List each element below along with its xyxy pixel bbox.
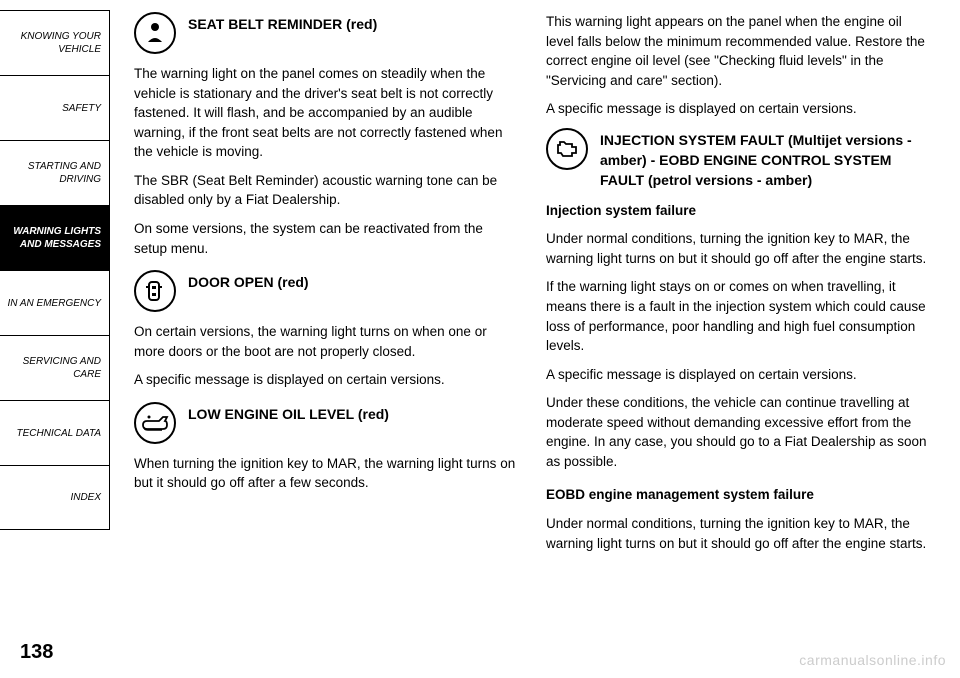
tab-warning-lights[interactable]: WARNING LIGHTS AND MESSAGES — [0, 205, 110, 270]
oil-title: LOW ENGINE OIL LEVEL (red) — [188, 402, 389, 424]
manual-page: KNOWING YOUR VEHICLE SAFETY STARTING AND… — [0, 0, 960, 678]
seatbelt-title: SEAT BELT REMINDER (red) — [188, 12, 377, 34]
injection-p5: Under normal conditions, turning the ign… — [546, 514, 930, 553]
door-section: DOOR OPEN (red) On certain versions, the… — [134, 270, 518, 390]
seatbelt-section: SEAT BELT REMINDER (red) The warning lig… — [134, 12, 518, 258]
watermark: carmanualsonline.info — [799, 652, 946, 668]
tab-starting-driving[interactable]: STARTING AND DRIVING — [0, 140, 110, 205]
tab-technical-data[interactable]: TECHNICAL DATA — [0, 400, 110, 465]
oil-cont-p2: A specific message is displayed on certa… — [546, 99, 930, 119]
injection-p4: Under these conditions, the vehicle can … — [546, 393, 930, 471]
oil-p1: When turning the ignition key to MAR, th… — [134, 454, 518, 493]
page-number: 138 — [20, 641, 53, 664]
right-column: This warning light appears on the panel … — [546, 12, 930, 668]
injection-p3: A specific message is displayed on certa… — [546, 365, 930, 385]
seatbelt-p1: The warning light on the panel comes on … — [134, 64, 518, 162]
injection-p1: Under normal conditions, turning the ign… — [546, 229, 930, 268]
injection-section: INJECTION SYSTEM FAULT (Multijet version… — [546, 128, 930, 553]
left-column: SEAT BELT REMINDER (red) The warning lig… — [134, 12, 518, 668]
section-tabs: KNOWING YOUR VEHICLE SAFETY STARTING AND… — [0, 0, 110, 678]
injection-title: INJECTION SYSTEM FAULT (Multijet version… — [600, 128, 930, 191]
oil-level-icon — [134, 402, 176, 444]
engine-fault-icon — [546, 128, 588, 170]
seatbelt-icon — [134, 12, 176, 54]
tab-servicing[interactable]: SERVICING AND CARE — [0, 335, 110, 400]
door-p1: On certain versions, the warning light t… — [134, 322, 518, 361]
oil-cont-p1: This warning light appears on the panel … — [546, 12, 930, 90]
injection-sub2: EOBD engine management system failure — [546, 485, 930, 505]
tab-knowing-vehicle[interactable]: KNOWING YOUR VEHICLE — [0, 10, 110, 75]
tab-safety[interactable]: SAFETY — [0, 75, 110, 140]
injection-sub1: Injection system failure — [546, 201, 930, 221]
tab-index[interactable]: INDEX — [0, 465, 110, 530]
injection-p2: If the warning light stays on or comes o… — [546, 277, 930, 355]
content-area: SEAT BELT REMINDER (red) The warning lig… — [110, 0, 960, 678]
seatbelt-p3: On some versions, the system can be reac… — [134, 219, 518, 258]
tab-emergency[interactable]: IN AN EMERGENCY — [0, 270, 110, 335]
door-p2: A specific message is displayed on certa… — [134, 370, 518, 390]
seatbelt-p2: The SBR (Seat Belt Reminder) acoustic wa… — [134, 171, 518, 210]
door-open-icon — [134, 270, 176, 312]
door-title: DOOR OPEN (red) — [188, 270, 309, 292]
oil-section: LOW ENGINE OIL LEVEL (red) When turning … — [134, 402, 518, 493]
